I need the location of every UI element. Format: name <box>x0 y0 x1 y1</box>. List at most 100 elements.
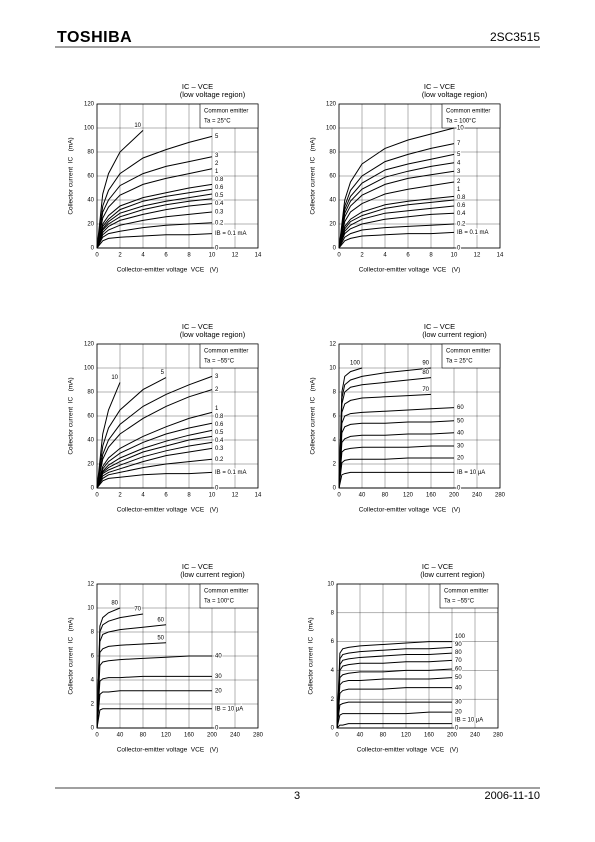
curve-label: 20 <box>455 710 462 716</box>
curve-label: 100 <box>455 634 466 640</box>
curve-label: 50 <box>455 675 462 681</box>
curve <box>96 471 213 489</box>
y-tick-label: 100 <box>84 366 95 372</box>
y-tick-label: 120 <box>326 102 337 108</box>
x-tick-label: 4 <box>141 253 145 259</box>
curve <box>338 153 455 249</box>
curve-label: 0 <box>457 246 461 252</box>
x-axis-label: Collector-emitter voltage VCE (V) <box>359 507 461 514</box>
curve-label: 80 <box>111 601 118 607</box>
curve-label: 60 <box>157 617 164 623</box>
y-tick-label: 60 <box>329 174 336 180</box>
curve-label: 7 <box>457 141 461 147</box>
x-tick-label: 10 <box>451 253 458 259</box>
curve <box>96 382 121 489</box>
annotation: Ta = 25°C <box>446 359 473 365</box>
x-tick-label: 12 <box>232 253 239 259</box>
curve <box>96 655 212 729</box>
y-tick-label: 40 <box>87 438 94 444</box>
curve <box>96 429 213 489</box>
curve-label: 0.3 <box>215 446 224 452</box>
curve-label: 5 <box>457 152 461 158</box>
curve <box>336 646 453 729</box>
x-tick-label: 2 <box>118 493 122 499</box>
curve-label: 1 <box>215 406 219 412</box>
curve-label: 0.8 <box>457 195 466 201</box>
y-tick-label: 80 <box>329 150 336 156</box>
annotation-box <box>199 343 259 369</box>
page-number: 3 <box>294 790 300 802</box>
y-tick-label: 0 <box>333 246 337 252</box>
curve <box>336 701 452 729</box>
y-tick-label: 0 <box>91 486 95 492</box>
x-tick-label: 120 <box>161 733 172 739</box>
curve <box>96 183 213 249</box>
curve <box>96 441 213 489</box>
x-tick-label: 14 <box>497 253 504 259</box>
curve-label: 50 <box>157 635 164 641</box>
x-tick-label: 4 <box>141 493 145 499</box>
y-tick-label: 20 <box>87 462 94 468</box>
y-tick-label: 10 <box>329 366 336 372</box>
curve-label: IB = 10 μA <box>215 706 243 712</box>
x-tick-label: 80 <box>382 493 389 499</box>
y-tick-label: 4 <box>331 668 335 674</box>
x-tick-label: 160 <box>426 493 437 499</box>
curve <box>338 162 455 249</box>
curve <box>96 188 213 249</box>
y-axis-label: Collector current IC (mA) <box>310 137 317 214</box>
annotation-box <box>441 103 501 129</box>
curve <box>96 690 212 729</box>
curve-label: 0.8 <box>215 414 224 420</box>
y-tick-label: 40 <box>329 198 336 204</box>
chart-title: IC – VCE <box>182 82 213 91</box>
curve <box>336 723 452 729</box>
y-tick-label: 6 <box>91 654 95 660</box>
curve <box>96 193 213 249</box>
curve <box>336 711 452 729</box>
curve-label: 10 <box>111 375 118 381</box>
x-tick-label: 80 <box>380 733 387 739</box>
curve-label: 90 <box>455 642 462 648</box>
y-axis-label: Collector current IC (mA) <box>68 137 75 214</box>
y-tick-label: 40 <box>87 198 94 204</box>
x-tick-label: 0 <box>335 733 339 739</box>
annotation-box <box>439 583 499 609</box>
y-tick-label: 2 <box>331 697 335 703</box>
curve <box>338 420 455 489</box>
y-tick-label: 80 <box>87 150 94 156</box>
x-tick-label: 200 <box>449 493 460 499</box>
curve <box>96 422 213 489</box>
x-tick-label: 240 <box>470 733 481 739</box>
curve-label: 10 <box>134 123 141 129</box>
x-tick-label: 0 <box>337 493 341 499</box>
curve <box>96 675 212 729</box>
curve <box>338 432 455 489</box>
curve <box>338 127 455 249</box>
x-tick-label: 160 <box>424 733 435 739</box>
curve <box>338 231 455 249</box>
annotation: Common emitter <box>446 109 490 115</box>
y-axis-label: Collector current IC (mA) <box>68 377 75 454</box>
annotation: Ta = 100°C <box>204 599 235 605</box>
curve <box>96 708 212 729</box>
curve <box>338 143 455 249</box>
curve-label: 40 <box>215 654 222 660</box>
curve <box>336 668 453 729</box>
y-tick-label: 0 <box>91 726 95 732</box>
curve-label: 1 <box>215 169 219 175</box>
x-tick-label: 80 <box>140 733 147 739</box>
curve-label: 0.6 <box>215 185 224 191</box>
x-tick-label: 160 <box>184 733 195 739</box>
curve-label: 0.4 <box>215 201 224 207</box>
x-tick-label: 6 <box>164 493 168 499</box>
curve-label: IB = 0.1 mA <box>215 231 247 237</box>
annotation: Common emitter <box>444 589 488 595</box>
curve <box>96 458 213 489</box>
curve-label: 0.3 <box>215 210 224 216</box>
curve-label: 0.4 <box>215 438 224 444</box>
